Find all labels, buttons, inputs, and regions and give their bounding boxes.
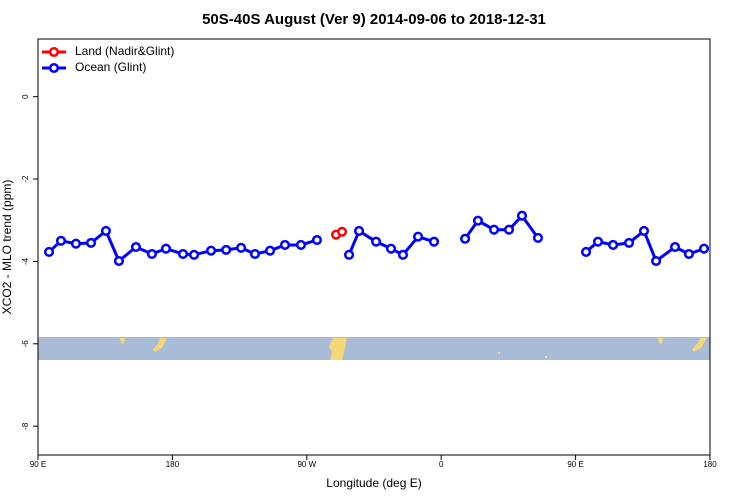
point	[130, 241, 142, 253]
x-axis-label: Longitude (deg E)	[326, 476, 421, 490]
point	[503, 224, 515, 235]
point	[336, 226, 348, 237]
point	[344, 249, 355, 260]
chart-title: 50S-40S August (Ver 9) 2014-09-06 to 201…	[202, 11, 546, 28]
point	[100, 225, 111, 236]
x-tick-label: 180	[166, 460, 180, 469]
y-tick-label: -8	[21, 422, 30, 430]
x-tick-label: 90 E	[567, 460, 583, 469]
point	[265, 245, 276, 256]
y-tick-label: 0	[21, 94, 30, 99]
point	[85, 237, 97, 248]
point	[608, 239, 619, 250]
point	[146, 248, 157, 260]
point	[698, 243, 710, 254]
point	[311, 234, 323, 246]
point	[44, 246, 55, 257]
point	[651, 255, 662, 267]
legend-marker	[48, 46, 60, 58]
x-tick-label: 0	[439, 460, 444, 469]
point	[472, 215, 483, 226]
point	[221, 244, 232, 255]
point	[354, 225, 365, 236]
y-axis-label: XCO2 - MLO trend (ppm)	[0, 180, 14, 315]
point	[177, 248, 189, 260]
point	[55, 235, 67, 246]
legend-label: Ocean (Glint)	[75, 60, 146, 74]
point	[295, 239, 307, 250]
point	[206, 245, 217, 256]
x-tick-label: 90 W	[297, 460, 316, 469]
point	[371, 236, 382, 247]
point	[670, 241, 681, 253]
point	[489, 224, 500, 235]
y-tick-label: -6	[21, 340, 30, 348]
y-tick-label: -2	[21, 175, 30, 183]
point	[236, 242, 247, 253]
point	[592, 236, 604, 247]
point	[385, 243, 397, 254]
point	[70, 238, 81, 249]
x-tick-label: 90 E	[30, 460, 46, 469]
point	[279, 239, 291, 250]
point	[624, 237, 635, 248]
legend-label: Land (Nadir&Glint)	[75, 44, 174, 58]
point	[532, 232, 544, 243]
point	[413, 231, 424, 242]
point	[460, 233, 471, 244]
point	[189, 249, 200, 260]
x-tick-label: 180	[703, 460, 717, 469]
point	[397, 249, 409, 260]
y-tick-label: -4	[21, 257, 30, 265]
point	[638, 225, 650, 236]
point	[113, 255, 124, 267]
map-strip	[38, 337, 710, 360]
point	[516, 210, 528, 221]
point	[160, 243, 172, 254]
plot-frame	[37, 38, 711, 456]
point	[581, 246, 592, 257]
point	[428, 236, 440, 247]
point	[249, 248, 261, 260]
point	[683, 248, 694, 260]
legend-marker	[48, 62, 60, 74]
